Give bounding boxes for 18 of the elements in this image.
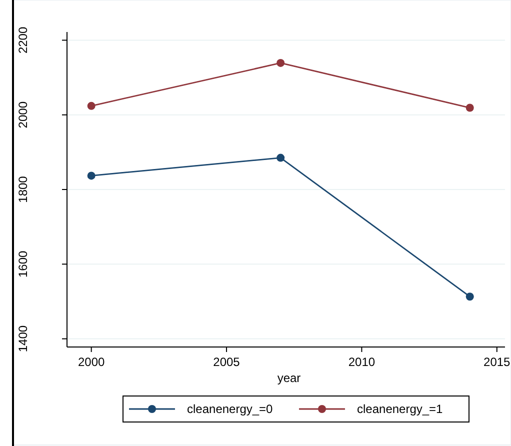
point (466, 104, 474, 112)
x-tick-label: 2000 (78, 355, 106, 369)
x-tick-label: 2005 (213, 355, 240, 369)
y-tick-label: 2000 (16, 101, 30, 128)
point (466, 292, 474, 301)
y-tick-label: 1800 (16, 176, 30, 203)
point (276, 58, 285, 67)
y-tick-label: 1600 (16, 250, 30, 278)
y-tick-label: 2200 (16, 26, 30, 54)
x-tick-label: 2015 (484, 355, 511, 369)
x-tick-label: 2010 (348, 355, 376, 369)
legend-label: cleanenergy_=0 (187, 402, 274, 416)
y-tick-label: 1400 (16, 325, 30, 352)
point (87, 172, 96, 180)
point (276, 154, 285, 162)
x-axis-title: year (277, 371, 301, 385)
point (87, 102, 96, 110)
legend-label: cleanenergy_=1 (357, 402, 444, 416)
